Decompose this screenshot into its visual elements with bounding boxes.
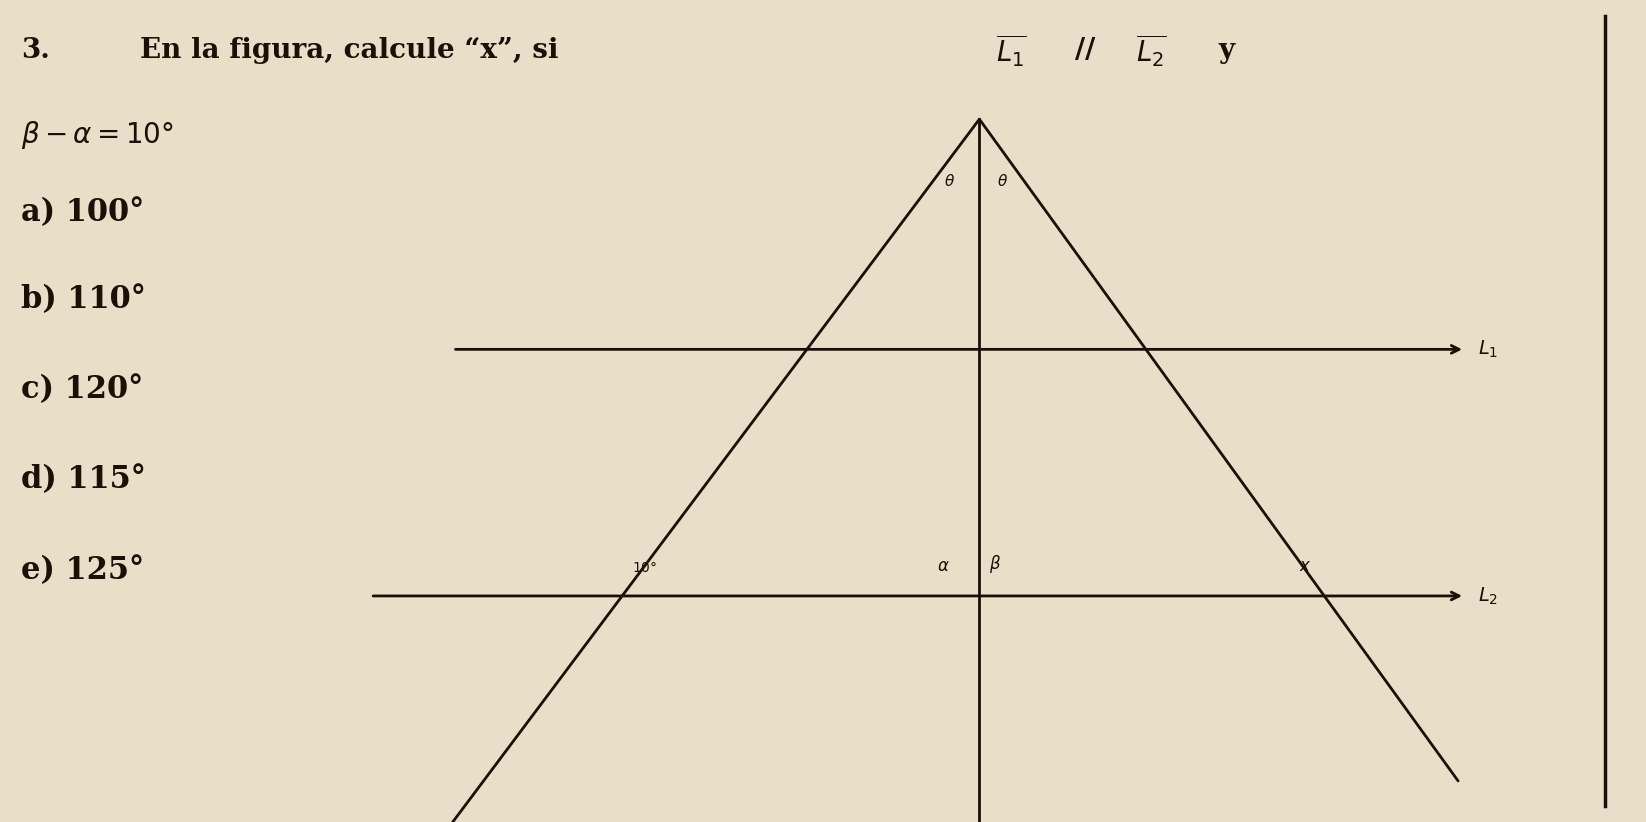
Text: $x$: $x$ bbox=[1299, 558, 1312, 575]
Text: //: // bbox=[1075, 37, 1095, 64]
Text: 3.: 3. bbox=[21, 37, 51, 64]
Text: b) 110°: b) 110° bbox=[21, 284, 146, 315]
Text: $\beta - \alpha = 10°$: $\beta - \alpha = 10°$ bbox=[21, 119, 174, 151]
Text: $\alpha$: $\alpha$ bbox=[937, 558, 950, 575]
Text: $\overline{L_1}$: $\overline{L_1}$ bbox=[996, 33, 1027, 69]
Text: $\beta$: $\beta$ bbox=[989, 553, 1001, 575]
Text: d) 115°: d) 115° bbox=[21, 464, 146, 496]
Text: $\theta$: $\theta$ bbox=[945, 173, 955, 189]
Text: $L_1$: $L_1$ bbox=[1478, 339, 1498, 360]
Text: $\overline{L_2}$: $\overline{L_2}$ bbox=[1136, 33, 1167, 69]
Text: c) 120°: c) 120° bbox=[21, 374, 143, 405]
Text: y: y bbox=[1218, 37, 1234, 64]
Text: $\theta$: $\theta$ bbox=[997, 173, 1007, 189]
Text: $10°$: $10°$ bbox=[632, 561, 657, 575]
Text: $L_2$: $L_2$ bbox=[1478, 585, 1498, 607]
Text: a) 100°: a) 100° bbox=[21, 197, 145, 229]
Text: En la figura, calcule “x”, si: En la figura, calcule “x”, si bbox=[140, 37, 558, 64]
Text: e) 125°: e) 125° bbox=[21, 555, 145, 586]
